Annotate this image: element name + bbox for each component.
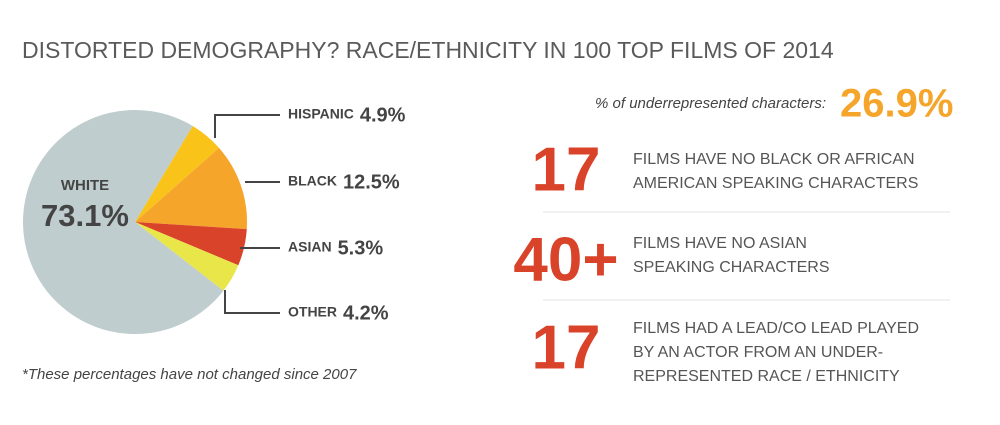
leader-line [214, 114, 280, 138]
leader-line [224, 290, 280, 314]
pie-slice [23, 110, 224, 334]
highlight-label: % of underrepresented characters: [595, 95, 826, 112]
fact-text: FILMS HAVE NO BLACK OR AFRICAN [633, 151, 915, 168]
slice-value: 73.1% [41, 198, 129, 233]
slice-label: ASIAN [288, 239, 332, 255]
title: DISTORTED DEMOGRAPHY? RACE/ETHNICITY IN … [22, 37, 834, 63]
footnote: *These percentages have not changed sinc… [22, 366, 357, 383]
pie-slice [135, 147, 247, 230]
fact-number: 17 [532, 135, 601, 204]
pie-slice [135, 222, 239, 291]
fact-text: BY AN ACTOR FROM AN UNDER- [633, 344, 883, 361]
slice-value: 12.5% [343, 171, 400, 193]
fact-text: REPRESENTED RACE / ETHNICITY [633, 368, 900, 385]
pie-slice [135, 222, 247, 266]
fact-text: SPEAKING CHARACTERS [633, 259, 829, 276]
fact-number: 17 [532, 313, 601, 382]
slice-label: WHITE [61, 177, 109, 194]
fact-number: 40+ [513, 225, 618, 294]
highlight-value: 26.9% [840, 82, 953, 126]
slice-label: OTHER [288, 304, 337, 320]
fact-text: FILMS HAVE NO ASIAN [633, 235, 807, 252]
fact-text: FILMS HAD A LEAD/CO LEAD PLAYED [633, 320, 919, 337]
slice-value: 5.3% [338, 237, 384, 259]
slice-value: 4.2% [343, 302, 389, 324]
slice-label: BLACK [288, 173, 337, 189]
slice-value: 4.9% [360, 104, 406, 126]
pie-slice [135, 125, 220, 222]
fact-text: AMERICAN SPEAKING CHARACTERS [633, 175, 918, 192]
slice-label: HISPANIC [288, 106, 354, 122]
